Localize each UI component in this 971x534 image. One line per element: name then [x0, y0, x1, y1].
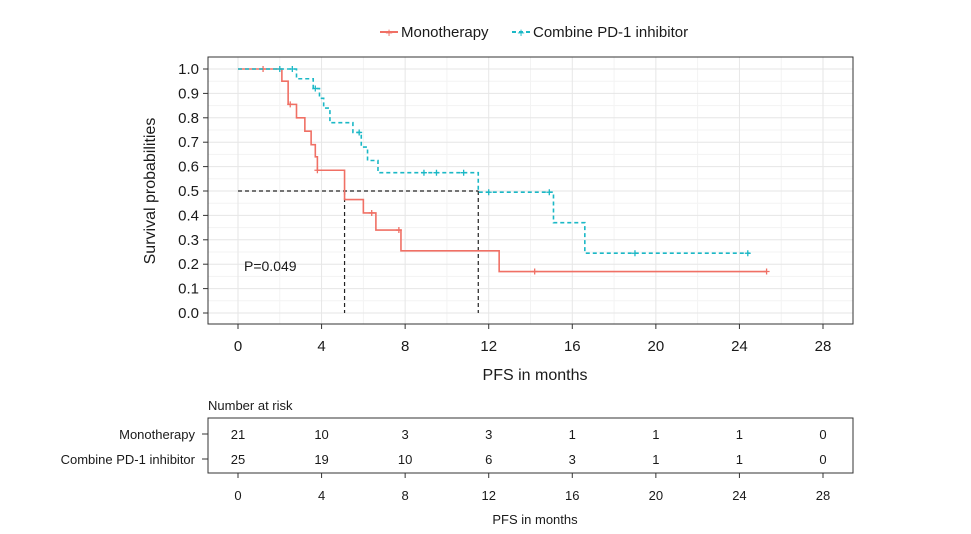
legend: + Monotherapy + Combine PD-1 inhibitor	[380, 24, 688, 41]
x-tick-label: 8	[401, 338, 409, 355]
censor-mark-combine	[546, 189, 553, 196]
x-tick-label: 24	[731, 338, 748, 355]
y-tick-label: 0.4	[178, 207, 199, 224]
y-tick-label: 1.0	[178, 61, 199, 78]
censor-mark-combine	[356, 129, 363, 136]
censor-mark-monotherapy	[763, 268, 770, 275]
main-plot: 0.0 0.1 0.2 0.3 0.4 0.5 0.6 0.7 0.8 0.9 1.0 0 4 8 12 1…	[142, 56, 854, 384]
risk-count: 1	[569, 427, 576, 442]
censor-mark-monotherapy	[287, 101, 294, 108]
x-tick-label: 12	[480, 338, 497, 355]
x-axis-title: PFS in months	[483, 367, 588, 384]
censor-mark-combine	[744, 250, 751, 257]
risk-x-tick-label: 28	[816, 488, 830, 503]
risk-count: 21	[231, 427, 245, 442]
risk-x-tick-label: 0	[234, 488, 241, 503]
x-tick-label: 4	[317, 338, 325, 355]
censor-mark-combine	[312, 85, 319, 92]
y-tick-label: 0.9	[178, 85, 199, 102]
censor-mark-monotherapy	[368, 209, 375, 216]
risk-row-label: Combine PD-1 inhibitor	[61, 452, 196, 467]
risk-x-axis-title: PFS in months	[492, 512, 578, 527]
risk-count: 25	[231, 452, 245, 467]
risk-count: 3	[569, 452, 576, 467]
x-tick-label: 16	[564, 338, 581, 355]
censor-mark-combine	[485, 189, 492, 196]
risk-x-tick-label: 8	[402, 488, 409, 503]
censor-mark-monotherapy	[314, 167, 321, 174]
risk-x-tick-label: 4	[318, 488, 325, 503]
median-lines	[238, 190, 479, 313]
y-tick-label: 0.7	[178, 134, 199, 151]
censor-mark-monotherapy	[531, 268, 538, 275]
y-tick-label: 0.3	[178, 232, 199, 249]
censor-mark-combine	[460, 169, 467, 176]
y-axis-title: Survival probabilities	[142, 118, 159, 265]
risk-count: 1	[652, 427, 659, 442]
risk-count: 10	[398, 452, 412, 467]
censor-mark-combine	[276, 66, 283, 72]
y-tick-label: 0.2	[178, 256, 199, 273]
risk-x-tick-label: 12	[481, 488, 495, 503]
risk-table-frame	[207, 417, 854, 474]
p-value-annotation: P=0.049	[244, 258, 297, 274]
risk-x-tick-label: 16	[565, 488, 579, 503]
risk-count: 6	[485, 452, 492, 467]
legend-label-combine: Combine PD-1 inhibitor	[533, 24, 688, 41]
y-tick-label: 0.6	[178, 159, 199, 176]
legend-item-monotherapy[interactable]: + Monotherapy	[380, 24, 489, 41]
y-tick-label: 0.1	[178, 281, 199, 298]
y-tick-label: 0.0	[178, 305, 199, 322]
risk-count: 1	[736, 427, 743, 442]
risk-table-title: Number at risk	[208, 398, 293, 413]
censor-mark-combine	[289, 66, 296, 72]
grid-layer	[208, 57, 853, 324]
risk-count: 3	[485, 427, 492, 442]
risk-table: Number at risk Monotherapy 21 10 3 3 1 1 1 0Comb…	[61, 398, 854, 527]
legend-star-combine: +	[517, 25, 525, 40]
risk-x-tick-label: 20	[649, 488, 663, 503]
risk-count: 0	[819, 427, 826, 442]
censor-mark-combine	[631, 250, 638, 257]
legend-label-monotherapy: Monotherapy	[401, 24, 489, 41]
survival-curves	[238, 66, 770, 275]
x-tick-label: 0	[234, 338, 242, 355]
x-tick-label: 28	[815, 338, 832, 355]
risk-row-label: Monotherapy	[119, 427, 195, 442]
risk-count: 10	[314, 427, 328, 442]
risk-count: 1	[736, 452, 743, 467]
censor-mark-monotherapy	[395, 227, 402, 234]
risk-x-tick-label: 24	[732, 488, 746, 503]
risk-count: 0	[819, 452, 826, 467]
risk-x-axis: 0 4 8 12 16 20 24 28	[234, 473, 830, 503]
censor-mark-combine	[433, 169, 440, 176]
x-axis: 0 4 8 12 16 20 24 28	[234, 324, 832, 355]
censor-mark-combine	[420, 169, 427, 176]
risk-count: 19	[314, 452, 328, 467]
legend-star-monotherapy: +	[385, 25, 393, 40]
y-tick-label: 0.5	[178, 183, 199, 200]
y-tick-label: 0.8	[178, 110, 199, 127]
risk-count: 3	[402, 427, 409, 442]
x-tick-label: 20	[648, 338, 665, 355]
y-axis: 0.0 0.1 0.2 0.3 0.4 0.5 0.6 0.7 0.8 0.9 1.0	[178, 61, 208, 322]
risk-count: 1	[652, 452, 659, 467]
legend-item-combine[interactable]: + Combine PD-1 inhibitor	[512, 24, 688, 41]
